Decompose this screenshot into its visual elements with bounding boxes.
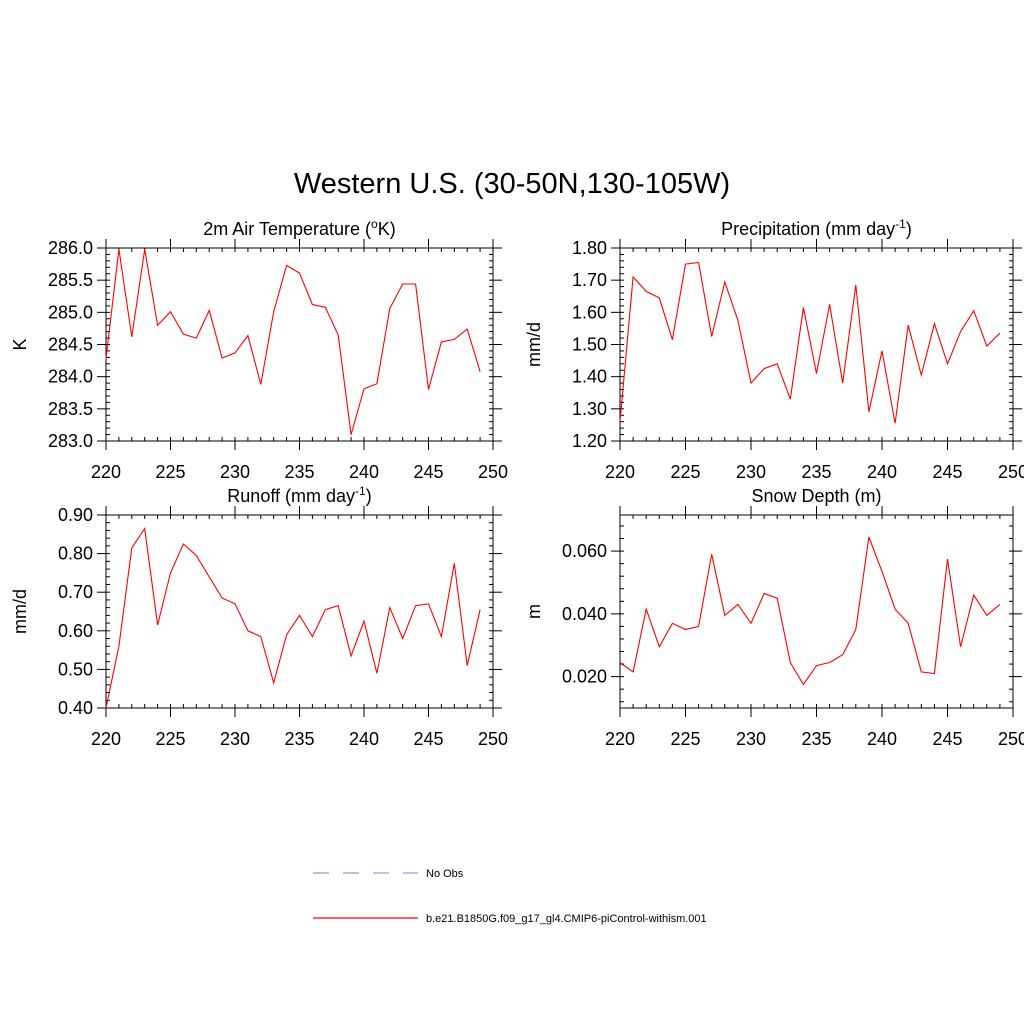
precipitation-title-main: Precipitation (mm day bbox=[721, 219, 895, 239]
runoff-ytick-label: 0.50 bbox=[58, 659, 93, 679]
runoff-xtick-label: 245 bbox=[413, 729, 443, 749]
runoff-ytick-label: 0.60 bbox=[58, 621, 93, 641]
air-temperature-ytick-label: 285.5 bbox=[48, 270, 93, 290]
air-temperature-ytick-label: 286.0 bbox=[48, 238, 93, 258]
precipitation-ytick-label: 1.80 bbox=[572, 238, 607, 258]
snow-depth-xtick-label: 225 bbox=[670, 729, 700, 749]
precipitation-ytick-label: 1.60 bbox=[572, 302, 607, 322]
snow-depth-ytick-label: 0.040 bbox=[562, 604, 607, 624]
runoff-frame bbox=[105, 514, 494, 709]
snow-depth-ylabel: m bbox=[524, 604, 544, 619]
precipitation-title-sup: -1 bbox=[895, 217, 906, 231]
runoff-xtick-label: 225 bbox=[155, 729, 185, 749]
air-temperature-xtick-label: 220 bbox=[91, 462, 121, 482]
air-temperature-ytick-label: 283.5 bbox=[48, 399, 93, 419]
runoff-title-tail: ) bbox=[366, 486, 372, 506]
runoff-series-line bbox=[105, 526, 481, 709]
precipitation-series-line bbox=[619, 261, 1001, 424]
runoff-xtick-label: 235 bbox=[284, 729, 314, 749]
runoff-ytick-label: 0.90 bbox=[58, 505, 93, 525]
snow-depth-xtick-label: 245 bbox=[932, 729, 962, 749]
panel-precipitation: Precipitation (mm day-1) mm/d 220 225 230 235… bbox=[524, 217, 1024, 482]
air-temperature-title-sup: o bbox=[371, 217, 378, 231]
legend-label-no-obs: No Obs bbox=[426, 868, 464, 880]
snow-depth-series-line bbox=[619, 536, 1001, 686]
air-temperature-frame bbox=[105, 247, 494, 442]
snow-depth-title-main: Snow Depth (m) bbox=[751, 486, 881, 506]
runoff-xtick-label: 250 bbox=[478, 729, 508, 749]
air-temperature-xtick-label: 230 bbox=[220, 462, 250, 482]
air-temperature-title: 2m Air Temperature (oK) bbox=[203, 217, 395, 239]
snow-depth-ytick-label: 0.060 bbox=[562, 541, 607, 561]
runoff-ytick-label: 0.40 bbox=[58, 698, 93, 718]
air-temperature-xtick-label: 240 bbox=[349, 462, 379, 482]
legend: No Obs b.e21.B1850G.f09_g17_gl4.CMIP6-pi… bbox=[313, 868, 707, 925]
precipitation-ytick-label: 1.50 bbox=[572, 335, 607, 355]
precipitation-ytick-label: 1.20 bbox=[572, 431, 607, 451]
air-temperature-ytick-label: 284.5 bbox=[48, 335, 93, 355]
air-temperature-ytick-label: 283.0 bbox=[48, 431, 93, 451]
runoff-xtick-label: 240 bbox=[349, 729, 379, 749]
runoff-ylabel: mm/d bbox=[10, 589, 30, 634]
panel-snow-depth: Snow Depth (m) m 220 225 230 235 240 245 250 0.02… bbox=[524, 486, 1024, 749]
snow-depth-ytick-label: 0.020 bbox=[562, 667, 607, 687]
snow-depth-xtick-label: 220 bbox=[605, 729, 635, 749]
precipitation-frame bbox=[619, 247, 1014, 442]
air-temperature-series-line bbox=[105, 249, 481, 435]
air-temperature-xtick-label: 250 bbox=[478, 462, 508, 482]
precipitation-xtick-label: 225 bbox=[670, 462, 700, 482]
runoff-title: Runoff (mm day-1) bbox=[227, 484, 371, 506]
runoff-ytick-label: 0.80 bbox=[58, 544, 93, 564]
precipitation-xtick-label: 240 bbox=[867, 462, 897, 482]
precipitation-xtick-label: 220 bbox=[605, 462, 635, 482]
air-temperature-ytick-label: 284.0 bbox=[48, 367, 93, 387]
air-temperature-xtick-label: 225 bbox=[155, 462, 185, 482]
air-temperature-title-main: 2m Air Temperature ( bbox=[203, 219, 371, 239]
snow-depth-frame bbox=[619, 514, 1014, 709]
air-temperature-title-tail: K) bbox=[378, 219, 396, 239]
snow-depth-xtick-label: 230 bbox=[736, 729, 766, 749]
air-temperature-xtick-label: 235 bbox=[284, 462, 314, 482]
snow-depth-title: Snow Depth (m) bbox=[751, 486, 881, 506]
snow-depth-xtick-label: 235 bbox=[801, 729, 831, 749]
precipitation-xtick-label: 235 bbox=[801, 462, 831, 482]
panel-air-temperature: 2m Air Temperature (oK) K 220 225 230 235 240 2… bbox=[10, 217, 508, 482]
air-temperature-ylabel: K bbox=[10, 338, 30, 350]
precipitation-xtick-label: 250 bbox=[998, 462, 1024, 482]
panel-runoff: Runoff (mm day-1) mm/d 220 225 230 235 240 245 2… bbox=[10, 484, 508, 749]
runoff-xtick-label: 230 bbox=[220, 729, 250, 749]
precipitation-ylabel: mm/d bbox=[524, 322, 544, 367]
runoff-title-sup: -1 bbox=[355, 484, 366, 498]
precipitation-ytick-label: 1.30 bbox=[572, 399, 607, 419]
figure-title: Western U.S. (30-50N,130-105W) bbox=[294, 168, 730, 200]
air-temperature-xtick-label: 245 bbox=[413, 462, 443, 482]
precipitation-xtick-label: 230 bbox=[736, 462, 766, 482]
precipitation-ytick-label: 1.40 bbox=[572, 367, 607, 387]
runoff-xtick-label: 220 bbox=[91, 729, 121, 749]
legend-label-model: b.e21.B1850G.f09_g17_gl4.CMIP6-piControl… bbox=[426, 913, 707, 925]
snow-depth-xtick-label: 240 bbox=[867, 729, 897, 749]
air-temperature-ytick-label: 285.0 bbox=[48, 302, 93, 322]
precipitation-title-tail: ) bbox=[906, 219, 912, 239]
precipitation-ytick-label: 1.70 bbox=[572, 270, 607, 290]
runoff-title-main: Runoff (mm day bbox=[227, 486, 355, 506]
snow-depth-xtick-label: 250 bbox=[998, 729, 1024, 749]
precipitation-xtick-label: 245 bbox=[932, 462, 962, 482]
runoff-ytick-label: 0.70 bbox=[58, 582, 93, 602]
precipitation-title: Precipitation (mm day-1) bbox=[721, 217, 912, 239]
